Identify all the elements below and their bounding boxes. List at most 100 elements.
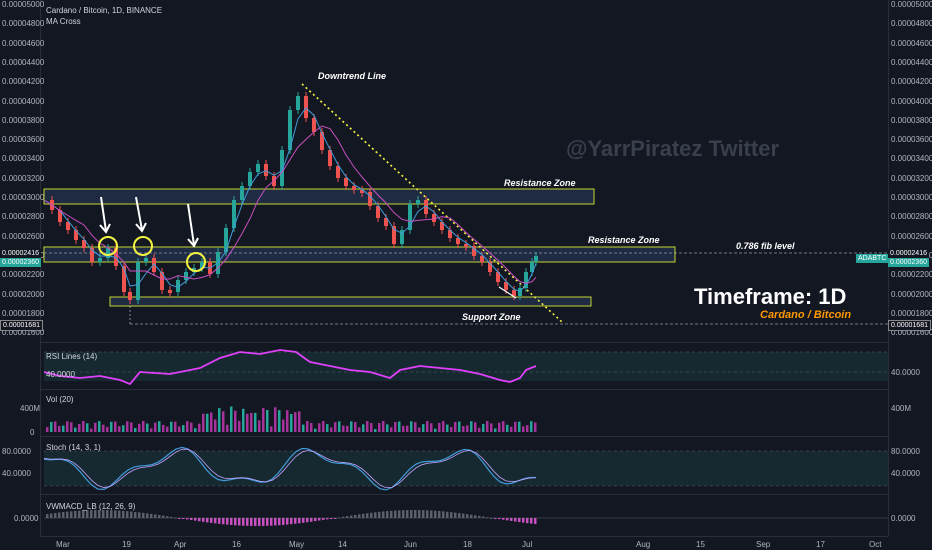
- downtrend-line[interactable]: [301, 83, 563, 323]
- stoch-title[interactable]: Stoch (14, 3, 1): [46, 443, 101, 452]
- candle-body: [480, 256, 484, 262]
- volume-bar: [90, 428, 93, 432]
- candle-body: [168, 290, 172, 293]
- volume-bar: [326, 424, 329, 432]
- candle-body: [518, 288, 522, 296]
- price-tag-low-right: 0.00001681: [888, 320, 931, 331]
- macd-title[interactable]: VWMACD_LB (12, 26, 9): [46, 502, 136, 511]
- price-tick-label: 0.00003800: [2, 115, 45, 125]
- macd-bar: [90, 510, 93, 518]
- macd-bar: [410, 510, 413, 518]
- macd-bar: [178, 518, 181, 519]
- volume-bar: [78, 424, 81, 432]
- volume-bar: [102, 424, 105, 432]
- macd-bar: [510, 518, 513, 521]
- volume-bar: [118, 426, 121, 432]
- pane-divider: [40, 389, 888, 390]
- macd-bar: [106, 510, 109, 518]
- macd-bar: [298, 518, 301, 524]
- macd-bar: [290, 518, 293, 525]
- macd-bar: [182, 518, 185, 519]
- candle-body: [176, 280, 180, 292]
- volume-bar: [410, 421, 413, 432]
- support-zone: [109, 296, 592, 307]
- macd-bar: [306, 518, 309, 523]
- volume-bar: [374, 428, 377, 432]
- volume-bar: [506, 424, 509, 432]
- vol-axis-left: 400M: [20, 404, 41, 413]
- macd-bar: [118, 510, 121, 518]
- macd-bar: [98, 510, 101, 518]
- macd-bar: [174, 517, 177, 519]
- resistance-zone-upper: [43, 188, 595, 205]
- volume-bar: [290, 414, 293, 432]
- macd-bar: [62, 512, 65, 518]
- price-tick-label: 0.00005000: [891, 0, 932, 9]
- highlight-circle: [186, 252, 206, 272]
- ma-fast-line: [43, 107, 537, 292]
- vol-title[interactable]: Vol (20): [46, 395, 74, 404]
- macd-bar: [526, 518, 529, 524]
- macd-bar: [430, 510, 433, 518]
- candle-body: [530, 262, 534, 272]
- volume-bar: [266, 410, 269, 432]
- price-tick-label: 0.00004400: [891, 57, 932, 67]
- rsi-title[interactable]: RSI Lines (14): [46, 352, 98, 361]
- price-tick-label: 0.00001600: [891, 328, 932, 338]
- candle-body: [304, 96, 308, 118]
- volume-bar: [254, 412, 257, 432]
- price-tick-label: 0.00003000: [891, 193, 932, 202]
- candle-body: [376, 206, 380, 218]
- symbol-title: Cardano / Bitcoin, 1D, BINANCE: [46, 6, 163, 15]
- macd-bar: [242, 518, 245, 526]
- timeframe-title: Timeframe: 1D: [694, 284, 847, 309]
- candle-body: [512, 290, 516, 296]
- highlight-circle: [133, 236, 153, 256]
- time-tick-label: Aug: [636, 540, 651, 549]
- right-axis-border: [888, 0, 889, 536]
- candle-body: [400, 230, 404, 244]
- macd-bar: [478, 515, 481, 518]
- volume-bar: [262, 408, 265, 432]
- volume-bar: [474, 422, 477, 432]
- volume-bar: [454, 421, 457, 432]
- volume-bar: [302, 424, 305, 432]
- price-tick-label: 0.00005000: [2, 0, 45, 9]
- price-tick-label: 0.00004000: [891, 96, 932, 106]
- macd-bar: [302, 518, 305, 523]
- macd-bar: [466, 514, 469, 518]
- volume-bar: [158, 421, 161, 432]
- indicator-label[interactable]: MA Cross: [46, 17, 81, 26]
- macd-bar: [230, 518, 233, 525]
- candle-body: [248, 172, 252, 186]
- macd-bar: [438, 511, 441, 518]
- price-tick-label: 0.00004400: [2, 57, 45, 67]
- volume-bar: [162, 424, 165, 432]
- macd-bar: [354, 514, 357, 518]
- volume-bar: [222, 411, 225, 432]
- macd-bar: [278, 518, 281, 526]
- volume-bar: [246, 413, 249, 432]
- candle-body: [296, 96, 300, 110]
- volume-bar: [114, 421, 117, 432]
- macd-bar: [294, 518, 297, 524]
- resistance-zone-label: Resistance Zone: [588, 235, 660, 245]
- price-tick-label: 0.00002800: [891, 212, 932, 222]
- macd-bar: [442, 511, 445, 518]
- macd-bar: [238, 518, 241, 526]
- price-tick-label: 0.00004600: [2, 38, 45, 48]
- macd-bar: [250, 518, 253, 526]
- candle-body: [320, 132, 324, 150]
- volume-bar: [210, 412, 213, 432]
- candle-body: [82, 240, 86, 248]
- macd-bar: [170, 516, 173, 518]
- volume-bar: [386, 424, 389, 432]
- vol-axis-right: 400M: [891, 404, 912, 413]
- volume-bar: [46, 427, 49, 432]
- price-tick-label: 0.00004200: [891, 77, 932, 87]
- macd-bar: [226, 518, 229, 525]
- volume-bar: [482, 423, 485, 432]
- volume-bar: [238, 420, 241, 432]
- time-axis-border: [40, 536, 888, 537]
